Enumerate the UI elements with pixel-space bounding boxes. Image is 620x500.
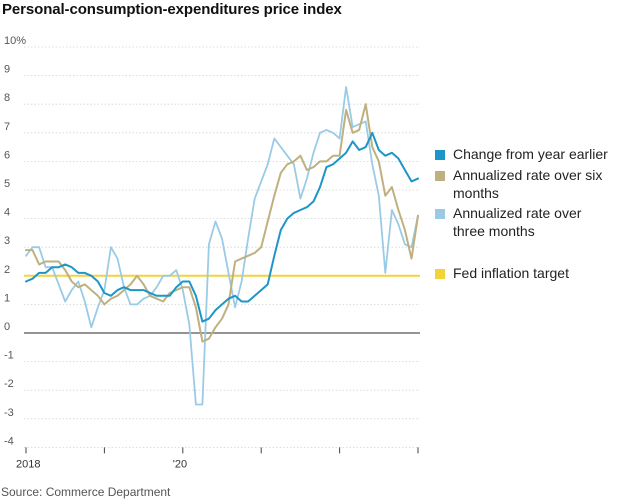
y-tick-label: -4	[4, 435, 14, 447]
x-axis: 2018 '20	[16, 447, 419, 470]
legend-swatch-three-months	[435, 209, 445, 219]
y-tick-label: -3	[4, 407, 14, 419]
legend-swatch-fed-target	[435, 269, 445, 279]
series-line-six-months	[25, 103, 419, 343]
y-tick-label: 7	[4, 121, 10, 133]
grid-lines	[24, 46, 420, 448]
x-tick-label: 2018	[16, 458, 40, 470]
y-tick-label: 3	[4, 235, 10, 247]
y-tick-label: 9	[4, 64, 10, 76]
y-tick-label: 4	[4, 207, 10, 219]
legend-swatch-six-months	[435, 171, 445, 181]
y-tick-label: 5	[4, 178, 10, 190]
y-tick-label: 2	[4, 264, 10, 276]
series-line-year-earlier	[25, 131, 419, 323]
y-tick-label: 8	[4, 92, 10, 104]
y-axis-tick-labels: 10% 9 8 7 6 5 4 3 2 1 0 -1 -2 -3 -4	[4, 35, 26, 447]
chart-title: Personal-consumption-expenditures price …	[2, 1, 342, 18]
legend-label-fed-target: Fed inflation target	[453, 265, 569, 281]
y-tick-label: 10%	[4, 35, 26, 47]
y-tick-label: -2	[4, 378, 14, 390]
y-tick-label: 1	[4, 292, 10, 304]
x-tick-label: '20	[173, 458, 187, 470]
legend-label-six-months: Annualized rate over six months	[453, 167, 603, 201]
source-note: Source: Commerce Department	[1, 485, 171, 499]
y-tick-label: 0	[4, 321, 10, 333]
legend-label-three-months: Annualized rate over three months	[453, 205, 582, 239]
series-lines	[25, 86, 419, 406]
series-line-three-months	[25, 86, 419, 406]
y-tick-label: 6	[4, 149, 10, 161]
y-tick-label: -1	[4, 350, 14, 362]
legend-swatch-change-year-earlier	[435, 150, 445, 160]
legend-label-change-year-earlier: Change from year earlier	[453, 146, 608, 162]
